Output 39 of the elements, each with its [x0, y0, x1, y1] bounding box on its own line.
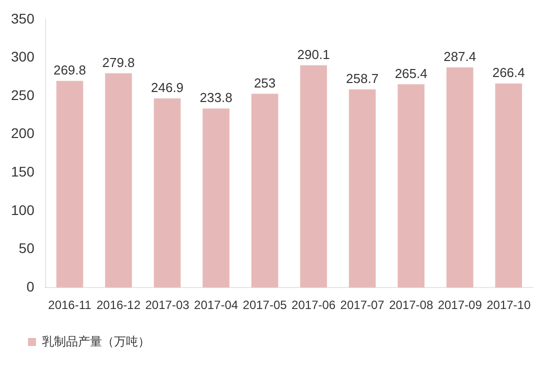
bar [300, 65, 327, 288]
data-label: 266.4 [492, 65, 525, 80]
x-tick-label: 2017-08 [389, 298, 434, 312]
data-label: 258.7 [346, 70, 379, 86]
y-tick-label: 350 [11, 10, 35, 26]
data-label: 269.8 [53, 62, 86, 78]
x-tick-label: 2017-04 [194, 298, 238, 312]
y-tick-label: 200 [11, 125, 35, 142]
data-label: 290.1 [297, 46, 330, 62]
y-tick-label: 250 [11, 86, 35, 103]
x-tick-label: 2016-11 [48, 298, 92, 312]
y-tick-label: 100 [11, 202, 35, 218]
legend-label: 乳制品产量（万吨） [42, 334, 150, 348]
data-label: 279.8 [102, 54, 135, 70]
bar [202, 108, 230, 288]
bar [154, 98, 181, 288]
data-label: 265.4 [394, 66, 428, 81]
x-tick-label: 2017-10 [486, 298, 531, 312]
data-label: 246.9 [150, 80, 184, 95]
data-label: 253 [254, 75, 276, 90]
x-tick-label: 2017-09 [438, 298, 482, 312]
y-tick-label: 50 [18, 240, 35, 256]
y-tick-label: 0 [26, 278, 35, 294]
x-tick-label: 2017-06 [292, 298, 336, 312]
x-tick-label: 2017-05 [242, 298, 288, 312]
y-tick-label: 300 [11, 48, 35, 65]
bar [446, 67, 474, 288]
bar [105, 73, 132, 288]
x-tick-label: 2016-12 [96, 298, 141, 312]
bar [348, 89, 376, 288]
bar [56, 80, 84, 288]
bar [398, 84, 424, 288]
bar [251, 94, 278, 288]
x-tick-label: 2017-03 [145, 298, 190, 312]
y-tick-label: 150 [11, 164, 35, 180]
x-tick-label: 2017-07 [340, 298, 385, 312]
bar [495, 83, 522, 288]
data-label: 233.8 [200, 90, 232, 106]
data-label: 287.4 [444, 48, 476, 64]
